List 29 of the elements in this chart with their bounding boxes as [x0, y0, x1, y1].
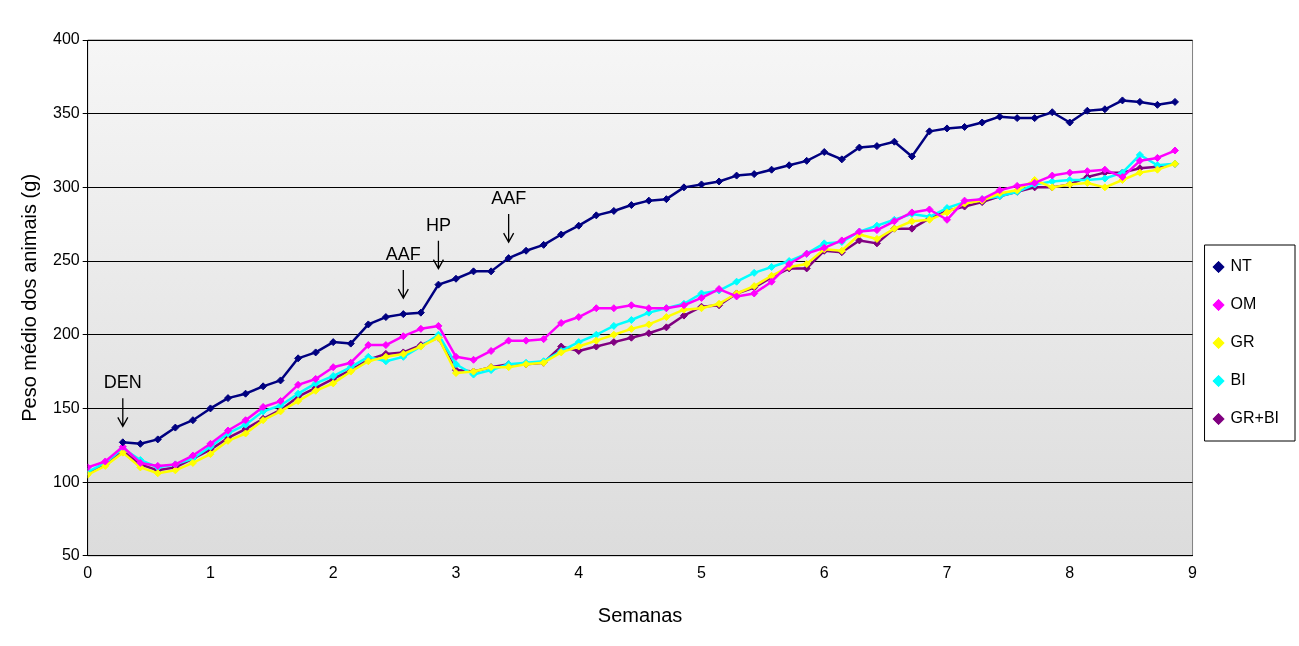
y-tick-label: 100: [52, 472, 80, 490]
legend-label: BI: [1230, 371, 1246, 389]
x-tick-label: 3: [451, 563, 461, 581]
legend-label: GR+BI: [1230, 409, 1280, 427]
annotation: AAF: [491, 188, 527, 209]
y-tick-label: 200: [52, 325, 80, 343]
y-axis-title: Peso médio dos animais (g): [17, 173, 40, 422]
x-tick-label: 6: [819, 563, 829, 581]
y-tick-label: 400: [52, 30, 80, 48]
x-tick-label: 9: [1188, 563, 1198, 581]
legend-label: OM: [1230, 295, 1257, 313]
y-tick-label: 150: [52, 398, 80, 416]
x-tick-label: 7: [942, 563, 952, 581]
legend-label: GR: [1230, 333, 1255, 351]
x-tick-label: 4: [574, 563, 584, 581]
y-tick-label: 350: [52, 104, 80, 122]
legend-label: NT: [1230, 257, 1253, 275]
annotation: AAF: [385, 244, 421, 265]
annotation: HP: [425, 214, 451, 235]
y-tick-label: 300: [52, 177, 80, 195]
x-tick-label: 0: [83, 563, 93, 581]
x-axis-title: Semanas: [597, 603, 683, 626]
x-tick-label: 1: [206, 563, 215, 581]
annotation: DEN: [103, 372, 142, 393]
y-tick-label: 250: [52, 251, 80, 269]
y-tick-label: 50: [61, 546, 80, 564]
x-tick-label: 2: [328, 563, 338, 581]
x-tick-label: 8: [1065, 563, 1075, 581]
x-tick-label: 5: [697, 563, 707, 581]
